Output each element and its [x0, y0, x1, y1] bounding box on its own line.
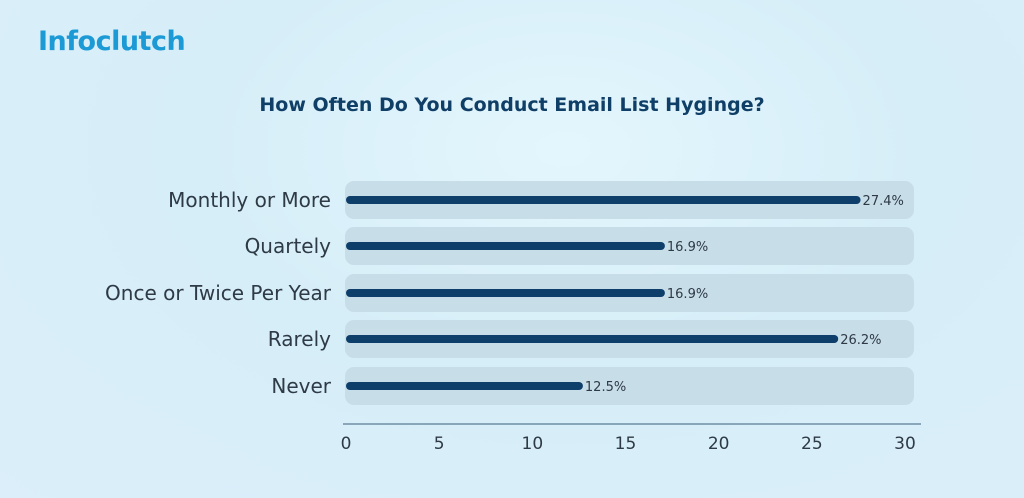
x-tick-label: 5: [434, 434, 445, 454]
category-label: Once or Twice Per Year: [105, 281, 332, 305]
x-tick-label: 20: [708, 434, 730, 454]
x-tick-label: 15: [615, 434, 637, 454]
x-tick-label: 10: [522, 434, 544, 454]
value-label: 12.5%: [585, 380, 626, 395]
value-label: 26.2%: [840, 333, 881, 348]
value-label: 16.9%: [667, 287, 708, 302]
x-axis-ticks: 0 5 10 15 20 25 30: [341, 434, 916, 454]
category-label: Quartely: [245, 234, 332, 258]
category-label: Rarely: [268, 327, 331, 351]
value-labels: 27.4% 16.9% 16.9% 26.2% 12.5%: [585, 194, 904, 395]
category-label: Never: [271, 374, 331, 398]
category-label: Monthly or More: [168, 188, 331, 212]
value-label: 27.4%: [863, 194, 904, 209]
x-tick-label: 0: [341, 434, 352, 454]
value-label: 16.9%: [667, 240, 708, 255]
x-tick-label: 30: [894, 434, 916, 454]
bars: [346, 196, 861, 390]
chart-title: How Often Do You Conduct Email List Hygi…: [259, 94, 765, 116]
infoclutch-logo: Infoclutch: [38, 26, 186, 57]
bar-track: [345, 367, 914, 405]
x-tick-label: 25: [801, 434, 823, 454]
category-labels: Monthly or More Quartely Once or Twice Per…: [105, 188, 332, 398]
